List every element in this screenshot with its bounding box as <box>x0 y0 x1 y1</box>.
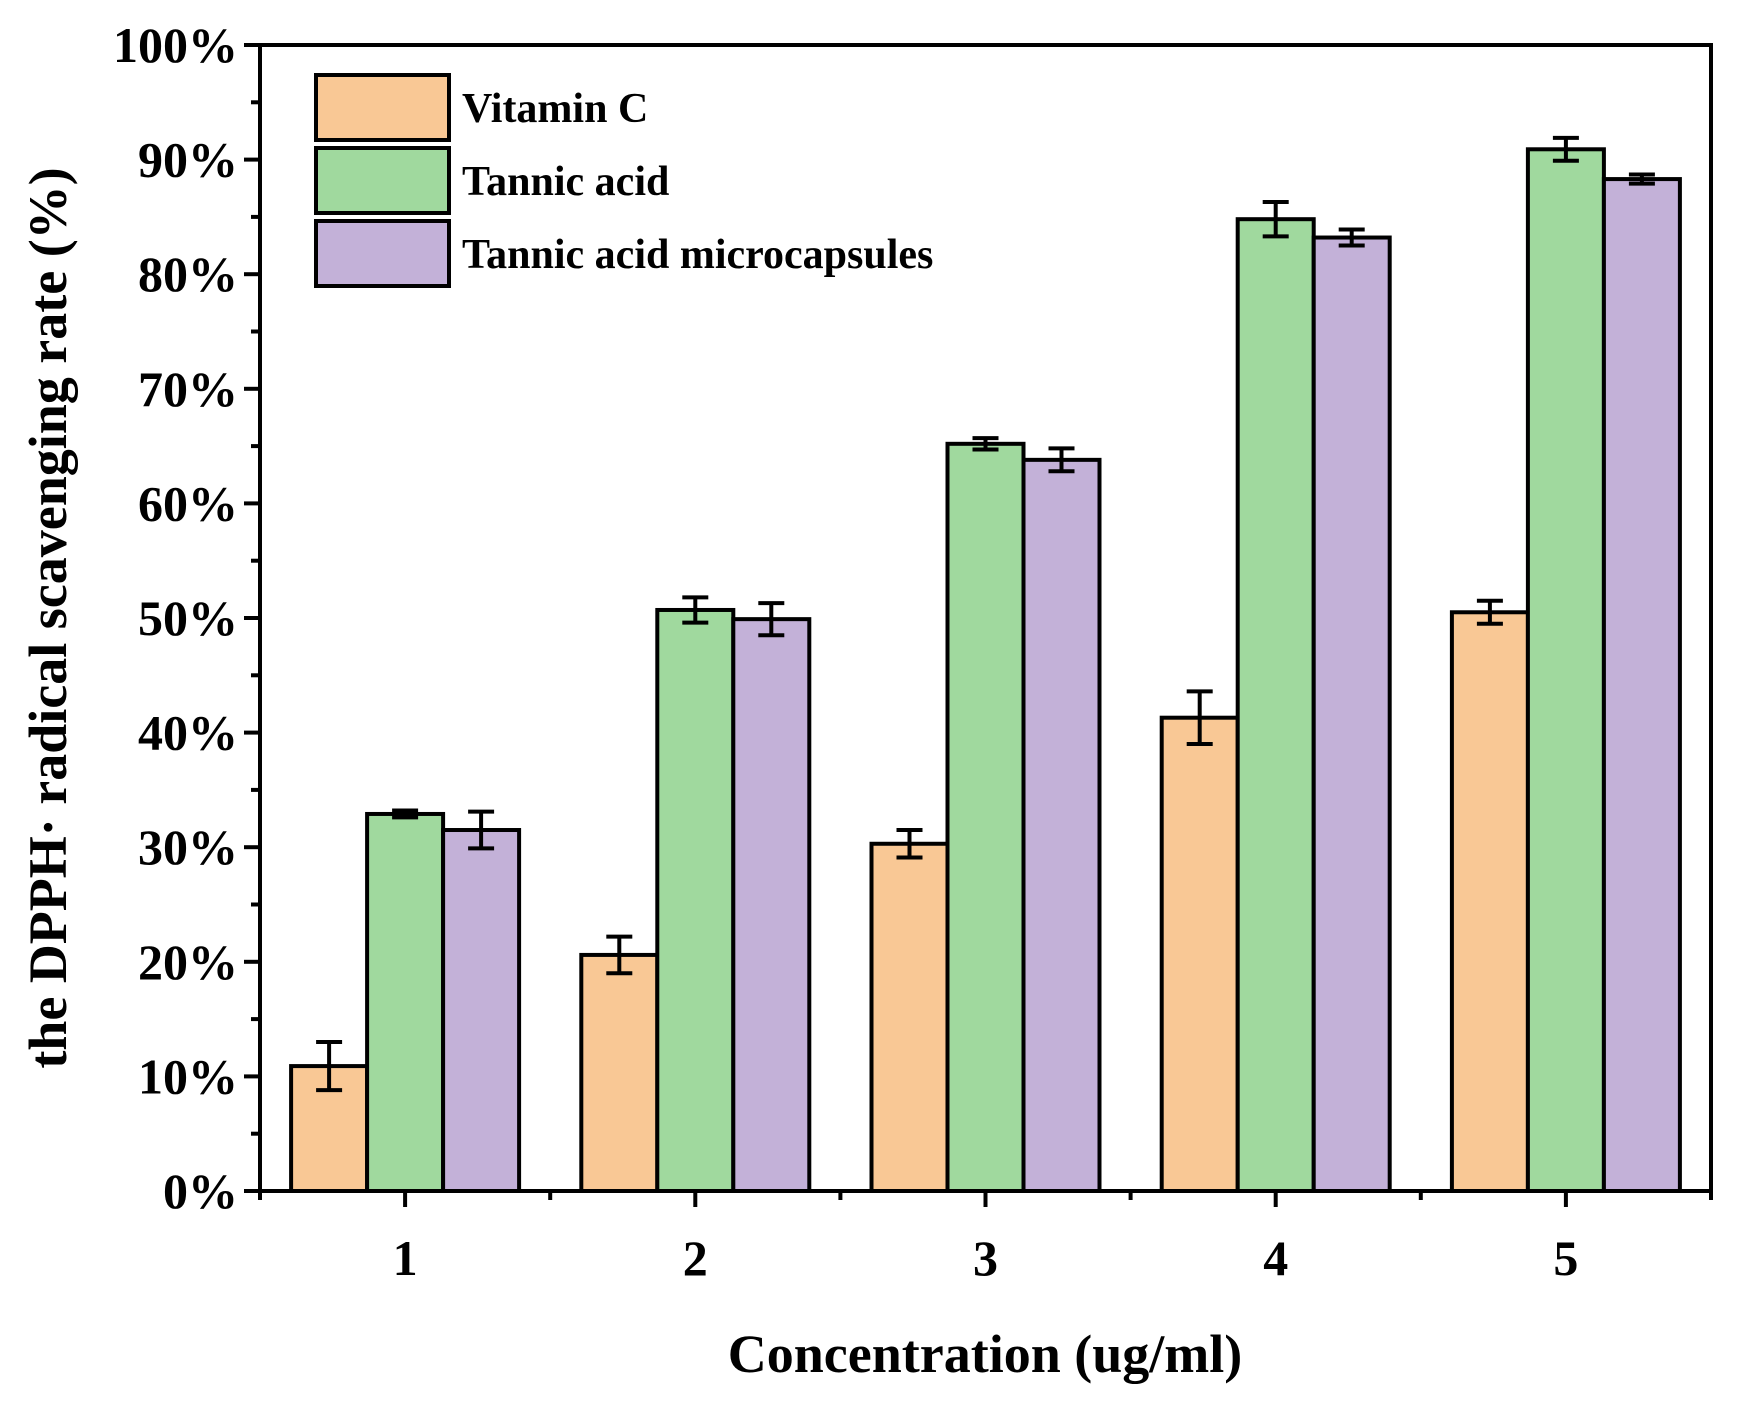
legend-label: Tannic acid microcapsules <box>462 232 933 278</box>
error-bar-series-1-category-4 <box>1186 689 1213 747</box>
bar-series-1-category-2 <box>579 952 660 1194</box>
error-bar-series-3-category-2 <box>758 601 785 638</box>
error-bars-group <box>316 135 1655 1093</box>
x-tick-label: 5 <box>1553 1230 1578 1286</box>
bar-series-3-category-4 <box>1311 235 1392 1193</box>
y-tick-label: 90% <box>138 132 238 188</box>
x-tick-label: 2 <box>683 1230 708 1286</box>
bar-series-3-category-5 <box>1601 177 1682 1194</box>
y-tick-label: 0% <box>163 1163 238 1219</box>
bar-series-2-category-2 <box>655 607 736 1193</box>
error-bar-series-2-category-1 <box>392 808 419 820</box>
legend-swatch <box>314 219 451 288</box>
bar-series-2-category-3 <box>945 441 1026 1194</box>
error-bar-series-2-category-5 <box>1552 135 1579 163</box>
bar-series-1-category-3 <box>869 841 950 1194</box>
x-axis-label: Concentration (ug/ml) <box>728 1324 1242 1384</box>
bar-series-2-category-4 <box>1235 217 1316 1193</box>
error-bar-series-2-category-2 <box>682 595 709 625</box>
y-tick-label: 40% <box>138 705 238 761</box>
error-bar-series-1-category-2 <box>606 934 633 976</box>
y-axis-ticks: 0% 10% 20% 30% 40% 50% 60% 70% 80% 90% 100% <box>113 17 260 1219</box>
legend-swatch <box>314 146 451 215</box>
y-tick-label: 60% <box>138 475 238 531</box>
error-bar-series-2-category-4 <box>1262 200 1289 239</box>
bar-series-3-category-1 <box>441 828 522 1193</box>
y-tick-label: 20% <box>138 934 238 990</box>
legend-swatch <box>314 73 451 142</box>
error-bar-series-3-category-1 <box>468 809 495 851</box>
y-tick-label: 100% <box>113 17 238 73</box>
bar-series-3-category-3 <box>1021 457 1102 1193</box>
bar-series-2-category-1 <box>365 811 446 1193</box>
bar-series-1-category-5 <box>1449 610 1530 1193</box>
y-tick-label: 10% <box>138 1048 238 1104</box>
x-tick-label: 4 <box>1263 1230 1288 1286</box>
y-axis-label: the DPPH· radical scavenging rate (%) <box>18 167 78 1068</box>
y-tick-label: 30% <box>138 819 238 875</box>
error-bar-series-1-category-5 <box>1476 598 1503 626</box>
bar-series-2-category-5 <box>1525 147 1606 1193</box>
error-bar-series-1-category-1 <box>316 1040 343 1093</box>
legend-label: Tannic acid <box>462 159 669 205</box>
x-axis-ticks: 1 2 3 4 5 <box>258 1191 1713 1286</box>
error-bar-series-3-category-5 <box>1628 172 1655 186</box>
legend: Vitamin C Tannic acid Tannic acid microcap… <box>314 73 933 288</box>
error-bar-series-3-category-3 <box>1048 446 1075 474</box>
bar-series-3-category-2 <box>731 617 812 1193</box>
bar-series-1-category-4 <box>1159 715 1240 1194</box>
error-bar-series-2-category-3 <box>972 436 999 452</box>
x-tick-label: 3 <box>973 1230 998 1286</box>
legend-label: Vitamin C <box>462 86 648 132</box>
bars-group <box>289 147 1682 1194</box>
y-tick-label: 50% <box>138 590 238 646</box>
y-tick-label: 80% <box>138 246 238 302</box>
error-bar-series-3-category-4 <box>1338 227 1365 248</box>
x-tick-label: 1 <box>393 1230 418 1286</box>
y-tick-label: 70% <box>138 361 238 417</box>
error-bar-series-1-category-3 <box>896 828 923 860</box>
